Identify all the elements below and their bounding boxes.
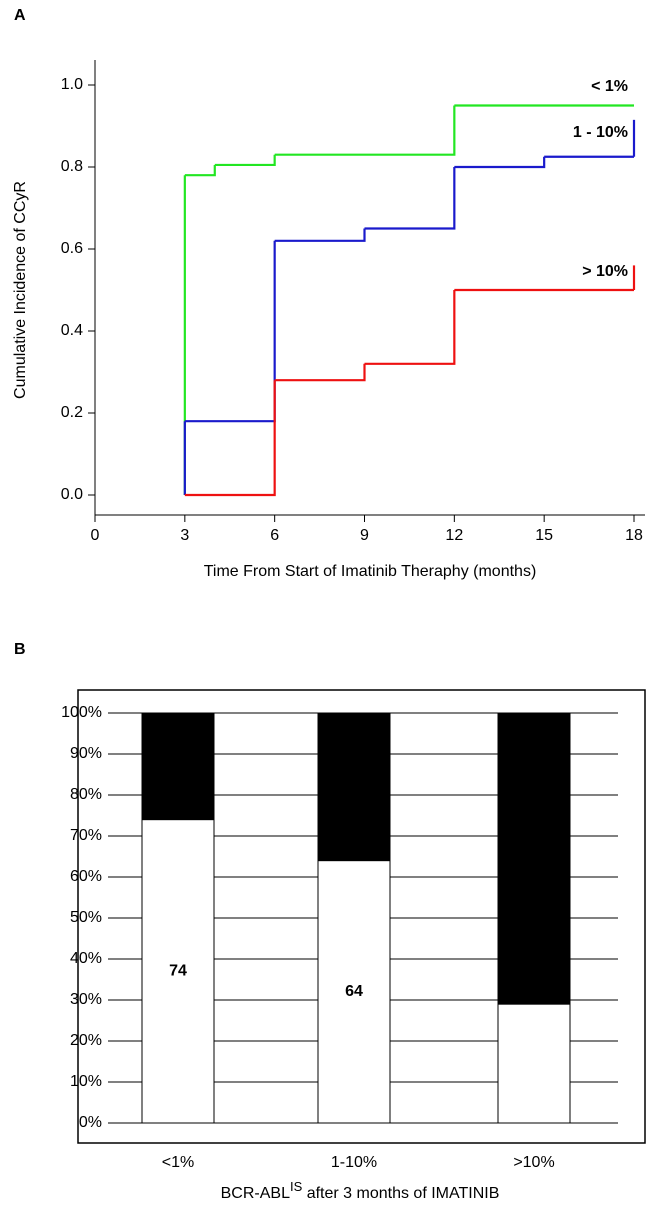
y-tick-label: 90% xyxy=(70,745,102,762)
x-tick-label: 12 xyxy=(445,527,463,544)
value-label: 74 xyxy=(169,963,187,980)
y-tick-label: 50% xyxy=(70,909,102,926)
x-axis-label: BCR-ABLIS after 3 months of IMATINIB xyxy=(221,1179,500,1202)
x-tick-label: <1% xyxy=(162,1154,194,1171)
step-line xyxy=(274,105,456,156)
plot-frame xyxy=(77,689,646,1144)
value-label: 64 xyxy=(345,983,363,1000)
y-tick-label: 0.8 xyxy=(61,158,83,175)
step-line xyxy=(184,380,276,497)
x-label-suffix: after 3 months of IMATINIB xyxy=(302,1185,499,1202)
y-axis-label: Cumulative Incidence of CCyR xyxy=(12,181,29,399)
x-tick-label: 15 xyxy=(535,527,553,544)
bar-segment xyxy=(317,712,391,862)
panel-letter: B xyxy=(14,641,26,658)
y-tick-label: 0.6 xyxy=(61,240,83,257)
y-tick-label: 40% xyxy=(70,950,102,967)
step-line xyxy=(364,167,456,230)
y-tick-label: 20% xyxy=(70,1032,102,1049)
y-tick-label: 0% xyxy=(79,1114,102,1131)
step-line xyxy=(184,240,276,423)
step-line xyxy=(184,164,216,177)
step-line xyxy=(364,290,456,365)
x-tick-label: 3 xyxy=(180,527,189,544)
bar-segment xyxy=(497,712,571,1005)
x-tick-label: 9 xyxy=(360,527,369,544)
bar-segment xyxy=(141,819,215,1124)
bar-segment xyxy=(141,712,215,821)
step-line xyxy=(454,156,546,169)
series-label: > 10% xyxy=(582,263,628,280)
y-tick-label: 0.4 xyxy=(61,322,83,339)
y-tick-label: 100% xyxy=(61,704,102,721)
y-tick-label: 70% xyxy=(70,827,102,844)
x-axis-label: Time From Start of Imatinib Theraphy (mo… xyxy=(204,563,537,580)
x-tick-label: 18 xyxy=(625,527,643,544)
step-line xyxy=(214,154,276,167)
x-tick-label: >10% xyxy=(513,1154,554,1171)
x-tick-label: 1-10% xyxy=(331,1154,377,1171)
x-tick-label: 0 xyxy=(91,527,100,544)
x-tick-label: 6 xyxy=(270,527,279,544)
panel-letter: A xyxy=(14,7,26,24)
step-line xyxy=(274,228,366,242)
y-tick-label: 30% xyxy=(70,991,102,1008)
y-tick-label: 60% xyxy=(70,868,102,885)
series-label: < 1% xyxy=(591,78,628,95)
y-tick-label: 0.2 xyxy=(61,404,83,421)
step-line xyxy=(274,363,366,382)
bar-segment xyxy=(497,1003,571,1124)
bar-segment xyxy=(317,860,391,1124)
value-label: 71 xyxy=(525,815,543,832)
y-tick-label: 0.0 xyxy=(61,486,83,503)
x-label-superscript: IS xyxy=(290,1179,303,1194)
y-tick-label: 80% xyxy=(70,786,102,803)
x-label-text: BCR-ABL xyxy=(221,1185,290,1202)
series-label: 1 - 10% xyxy=(573,124,628,141)
y-tick-label: 1.0 xyxy=(61,76,83,93)
y-tick-label: 10% xyxy=(70,1073,102,1090)
